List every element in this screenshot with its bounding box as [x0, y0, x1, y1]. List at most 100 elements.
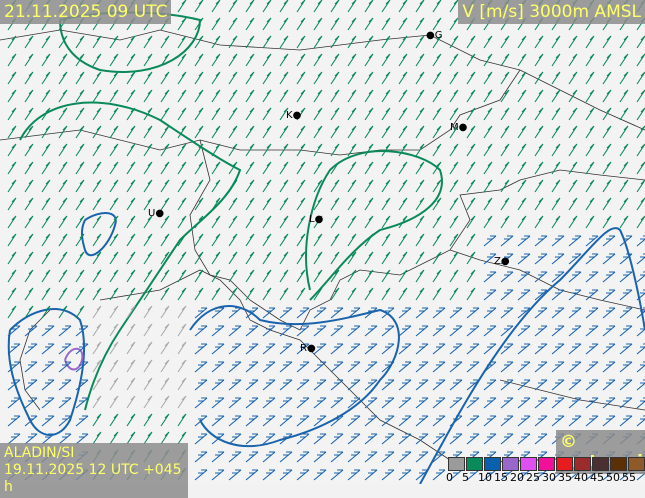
- wind-barb: [534, 71, 544, 85]
- wind-barb: [619, 35, 629, 49]
- wind-barb: [619, 143, 629, 157]
- wind-barb: [160, 35, 170, 49]
- wind-barb: [534, 35, 544, 49]
- wind-barb: [415, 287, 425, 301]
- wind-barb: [109, 53, 119, 67]
- wind-barb: [279, 17, 289, 31]
- wind-barb: [75, 361, 89, 373]
- wind-barb: [466, 107, 476, 121]
- wind-barb: [619, 361, 633, 373]
- wind-barb: [160, 143, 170, 157]
- wind-barb: [228, 17, 238, 31]
- wind-barb: [330, 53, 340, 67]
- wind-barb: [364, 269, 374, 283]
- wind-barb: [7, 415, 21, 427]
- wind-barb: [24, 107, 34, 121]
- wind-barb: [41, 53, 51, 67]
- wind-barb: [58, 251, 68, 265]
- wind-barb: [568, 235, 582, 247]
- wind-barb: [24, 361, 38, 373]
- wind-barb: [143, 179, 153, 193]
- wind-barb: [41, 379, 55, 391]
- wind-barb: [568, 161, 578, 175]
- wind-barb: [211, 397, 225, 409]
- wind-barb: [347, 107, 357, 121]
- wind-barb: [296, 179, 306, 193]
- wind-barb: [636, 179, 645, 193]
- wind-barb: [245, 361, 259, 373]
- wind-barb: [466, 71, 476, 85]
- wind-barb: [330, 307, 344, 319]
- wind-barb: [143, 287, 153, 301]
- wind-barb: [296, 415, 310, 427]
- run-time: 19.11.2025 12 UTC +045 h: [4, 462, 182, 495]
- wind-barb: [177, 35, 187, 49]
- wind-barb: [466, 415, 480, 427]
- wind-barb: [194, 143, 204, 157]
- wind-barb: [449, 179, 459, 193]
- wind-barb: [636, 89, 645, 103]
- wind-barb: [143, 395, 153, 409]
- wind-barb: [228, 415, 242, 427]
- wind-barb: [585, 197, 595, 211]
- wind-barb: [364, 433, 378, 445]
- wind-barb: [330, 143, 340, 157]
- wind-barb: [398, 179, 408, 193]
- wind-barb: [262, 0, 272, 13]
- wind-barb: [7, 269, 17, 283]
- wind-barb: [449, 71, 459, 85]
- wind-barb: [466, 125, 476, 139]
- wind-barb: [636, 397, 645, 409]
- wind-barb: [347, 161, 357, 175]
- wind-barb: [228, 469, 242, 481]
- wind-barb: [177, 251, 187, 265]
- parameter-label: V [m/s] 3000m AMSL: [458, 0, 645, 24]
- wind-barb: [126, 197, 136, 211]
- wind-barb: [245, 397, 259, 409]
- wind-barb: [364, 307, 378, 319]
- wind-barb: [381, 307, 395, 319]
- wind-barb: [500, 53, 510, 67]
- wind-barb: [92, 323, 102, 337]
- wind-barb: [41, 143, 51, 157]
- wind-barb: [228, 0, 238, 13]
- wind-barb: [279, 469, 293, 481]
- wind-barb: [381, 451, 395, 463]
- wind-barb: [551, 179, 561, 193]
- wind-barb: [534, 433, 548, 445]
- wind-barb: [92, 89, 102, 103]
- wind-barb: [313, 215, 323, 229]
- wind-barb: [347, 35, 357, 49]
- wind-barb: [398, 197, 408, 211]
- wind-barb: [160, 215, 170, 229]
- wind-barb: [500, 161, 510, 175]
- wind-barb: [585, 107, 595, 121]
- wind-barb: [551, 343, 565, 355]
- wind-barb: [24, 71, 34, 85]
- wind-barb: [245, 17, 255, 31]
- wind-barb: [245, 89, 255, 103]
- wind-barb: [58, 415, 72, 427]
- wind-barb: [398, 307, 412, 319]
- wind-barb: [279, 107, 289, 121]
- wind-barb: [126, 89, 136, 103]
- wind-barb: [126, 251, 136, 265]
- wind-barb: [245, 0, 255, 13]
- wind-barb: [398, 451, 412, 463]
- wind-barb: [58, 379, 72, 391]
- wind-barb: [126, 215, 136, 229]
- wind-barb: [109, 197, 119, 211]
- wind-barb: [517, 307, 531, 319]
- wind-barb: [126, 179, 136, 193]
- wind-barb: [517, 361, 531, 373]
- wind-barb: [211, 71, 221, 85]
- wind-barb: [92, 233, 102, 247]
- legend-swatch: [610, 457, 627, 471]
- wind-barb: [364, 361, 378, 373]
- wind-barb: [602, 343, 616, 355]
- model-run-label: ALADIN/SI 19.11.2025 12 UTC +045 h: [0, 443, 188, 498]
- wind-barb: [313, 197, 323, 211]
- legend-swatch: [484, 457, 501, 471]
- wind-barb: [41, 361, 55, 373]
- wind-barb: [194, 125, 204, 139]
